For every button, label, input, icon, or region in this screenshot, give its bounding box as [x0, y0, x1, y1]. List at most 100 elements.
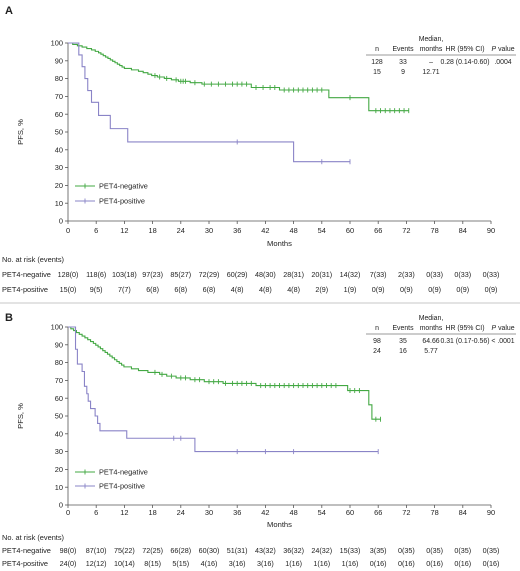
risk-value: 103(18) — [112, 270, 137, 279]
risk-value: 7(7) — [118, 285, 131, 294]
risk-value: 28(31) — [283, 270, 304, 279]
risk-value: 15(0) — [60, 285, 77, 294]
y-tick-label: 100 — [51, 323, 63, 332]
x-tick-label: 24 — [177, 226, 185, 235]
x-tick-label: 12 — [120, 226, 128, 235]
risk-value: 1(9) — [344, 285, 357, 294]
header-hr: HR (95% CI) — [445, 325, 484, 332]
risk-value: 1(16) — [342, 559, 359, 568]
table-cell-n: 24 — [373, 348, 381, 355]
risk-table-title: No. at risk (events) — [2, 255, 64, 264]
x-axis-label: Months — [267, 239, 292, 248]
x-tick-label: 54 — [318, 226, 326, 235]
x-tick-label: 30 — [205, 226, 213, 235]
header-events: Events — [392, 325, 414, 332]
x-tick-label: 42 — [261, 226, 269, 235]
risk-value: 9(5) — [90, 285, 103, 294]
risk-value: 24(0) — [60, 559, 77, 568]
risk-value: 0(16) — [454, 559, 471, 568]
panel-label: B — [5, 312, 13, 324]
x-tick-label: 30 — [205, 508, 213, 517]
risk-value: 3(16) — [257, 559, 274, 568]
risk-value: 75(22) — [114, 546, 135, 555]
km-curve-pet4-positive — [68, 42, 350, 163]
risk-value: 66(28) — [170, 546, 191, 555]
risk-value: 6(8) — [174, 285, 187, 294]
table-cell-hr: 0.28 (0.14-0.60) — [440, 59, 489, 66]
y-tick-label: 50 — [55, 412, 63, 421]
x-tick-label: 0 — [66, 508, 70, 517]
risk-value: 98(0) — [60, 546, 77, 555]
risk-value: 1(16) — [313, 559, 330, 568]
risk-value: 97(23) — [142, 270, 163, 279]
panel-b: B 0 10 20 30 40 50 60 70 80 90 100 0 6 12 18 24 30 36 42 48 5… — [2, 312, 516, 568]
risk-value: 2(33) — [398, 270, 415, 279]
y-tick-label: 0 — [59, 501, 63, 510]
x-tick-label: 18 — [148, 226, 156, 235]
header-p-rest: value — [498, 46, 515, 53]
risk-row-label: PET4-negative — [2, 546, 51, 555]
risk-value: 0(35) — [398, 546, 415, 555]
y-tick-label: 70 — [55, 92, 63, 101]
risk-value: 24(32) — [311, 546, 332, 555]
x-tick-label: 48 — [289, 508, 297, 517]
risk-value: 4(8) — [287, 285, 300, 294]
risk-value: 43(32) — [255, 546, 276, 555]
risk-table: No. at risk (events) PET4-negative 98(0) 87… — [2, 533, 499, 568]
risk-value: 0(16) — [398, 559, 415, 568]
y-tick-label: 80 — [55, 358, 63, 367]
y-tick-label: 10 — [55, 483, 63, 492]
risk-value: 0(9) — [400, 285, 413, 294]
header-n: n — [375, 325, 379, 332]
x-tick-label: 0 — [66, 226, 70, 235]
x-tick-label: 72 — [402, 226, 410, 235]
table-cell-events: 9 — [401, 69, 405, 76]
table-cell-p: .0004 — [494, 59, 511, 66]
y-tick-label: 30 — [55, 163, 63, 172]
header-events: Events — [392, 46, 414, 53]
header-p-italic: P — [491, 325, 496, 332]
risk-value: 0(35) — [483, 546, 500, 555]
y-tick-label: 50 — [55, 128, 63, 137]
risk-value: 0(9) — [372, 285, 385, 294]
y-tick-label: 20 — [55, 465, 63, 474]
risk-value: 20(31) — [311, 270, 332, 279]
risk-value: 0(35) — [454, 546, 471, 555]
x-tick-label: 66 — [374, 226, 382, 235]
risk-value: 0(9) — [485, 285, 498, 294]
header-p-rest: value — [498, 325, 515, 332]
risk-value: 0(33) — [483, 270, 500, 279]
x-tick-label: 84 — [459, 226, 467, 235]
risk-value: 0(33) — [454, 270, 471, 279]
risk-row-label: PET4-positive — [2, 285, 48, 294]
x-tick-label: 60 — [346, 226, 354, 235]
x-axis-label: Months — [267, 520, 292, 529]
risk-value: 0(9) — [428, 285, 441, 294]
legend-label-pet4-positive: PET4-positive — [99, 482, 145, 491]
risk-value: 14(32) — [340, 270, 361, 279]
km-curve-pet4-negative — [68, 326, 381, 420]
x-tick-label: 12 — [120, 508, 128, 517]
km-curve-pet4-positive — [68, 326, 379, 453]
y-tick-label: 70 — [55, 376, 63, 385]
risk-value: 0(33) — [426, 270, 443, 279]
risk-value: 72(25) — [142, 546, 163, 555]
risk-value: 85(27) — [170, 270, 191, 279]
legend-label-pet4-negative: PET4-negative — [99, 468, 148, 477]
risk-value: 2(9) — [315, 285, 328, 294]
risk-value: 4(8) — [259, 285, 272, 294]
table-cell-n: 15 — [373, 69, 381, 76]
header-median-line1: Median, — [419, 315, 444, 322]
y-tick-label: 40 — [55, 145, 63, 154]
risk-value: 6(8) — [203, 285, 216, 294]
x-tick-label: 90 — [487, 508, 495, 517]
risk-value: 8(15) — [144, 559, 161, 568]
y-tick-label: 0 — [59, 217, 63, 226]
risk-value: 5(15) — [172, 559, 189, 568]
table-cell-hr: 0.31 (0.17-0.56) — [440, 338, 489, 345]
table-cell-median: – — [429, 59, 433, 66]
